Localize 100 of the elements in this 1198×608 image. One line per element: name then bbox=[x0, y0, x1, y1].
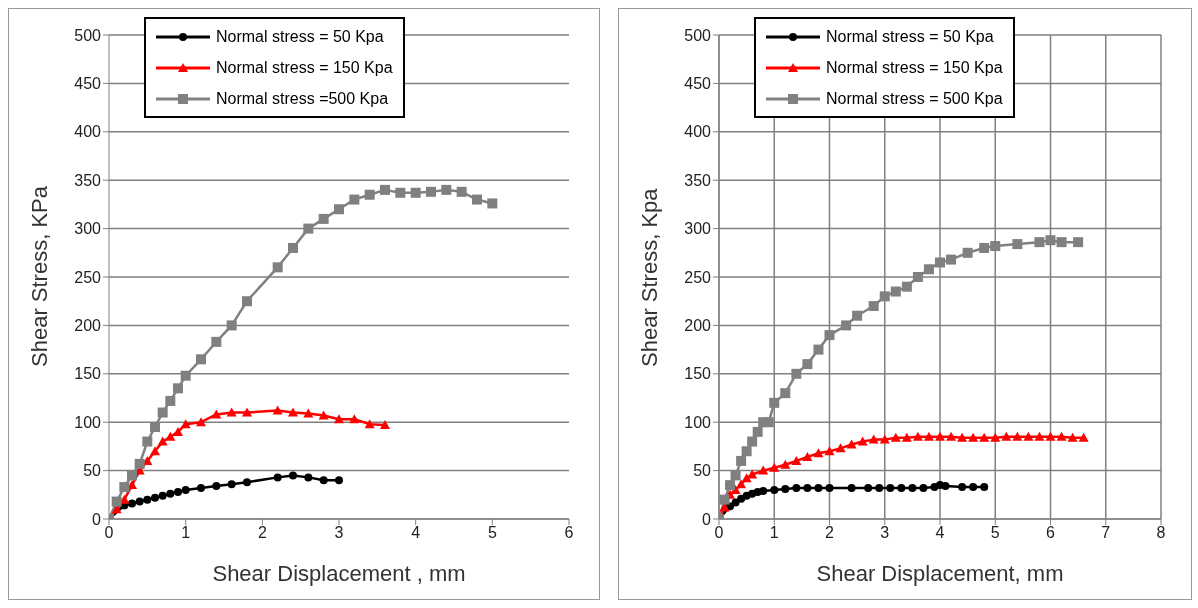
y-tick-label: 150 bbox=[74, 365, 102, 383]
point bbox=[334, 414, 344, 424]
point bbox=[1045, 431, 1056, 441]
point bbox=[969, 483, 978, 492]
point bbox=[769, 462, 780, 472]
point bbox=[901, 281, 912, 292]
point bbox=[143, 495, 152, 504]
point bbox=[730, 484, 741, 494]
point bbox=[886, 484, 895, 493]
point bbox=[919, 484, 928, 493]
point bbox=[879, 291, 890, 302]
y-tick-label: 0 bbox=[702, 510, 712, 528]
x-tick-label: 1 bbox=[181, 524, 191, 542]
point bbox=[792, 484, 801, 493]
x-tick-label: 2 bbox=[825, 524, 835, 542]
point bbox=[813, 344, 824, 355]
point bbox=[242, 296, 252, 307]
point bbox=[802, 452, 813, 462]
point bbox=[395, 187, 406, 198]
point bbox=[1067, 432, 1078, 442]
point bbox=[847, 484, 856, 493]
point bbox=[134, 458, 145, 469]
point bbox=[226, 320, 237, 331]
y-tick-label: 50 bbox=[693, 462, 712, 480]
point bbox=[769, 397, 780, 408]
point bbox=[813, 448, 824, 458]
point bbox=[770, 485, 779, 494]
point bbox=[158, 491, 167, 500]
point bbox=[426, 186, 436, 197]
point bbox=[890, 286, 901, 297]
y-tick-label: 250 bbox=[74, 268, 102, 286]
point bbox=[128, 499, 136, 508]
y-tick-label: 0 bbox=[92, 510, 102, 528]
point bbox=[824, 330, 835, 341]
point bbox=[364, 189, 375, 200]
x-tick-label: 5 bbox=[487, 524, 497, 542]
x-axis-title: Shear Displacement , mm bbox=[212, 561, 466, 586]
point bbox=[318, 410, 329, 420]
point bbox=[272, 405, 283, 415]
point bbox=[868, 434, 879, 444]
y-tick-label: 400 bbox=[684, 123, 712, 141]
point bbox=[835, 443, 846, 453]
point bbox=[791, 368, 802, 379]
legend-label: Normal stress = 150 Kpa bbox=[826, 58, 1003, 77]
y-tick-label: 500 bbox=[74, 26, 102, 44]
point bbox=[923, 431, 934, 441]
point bbox=[957, 432, 968, 442]
point bbox=[349, 194, 360, 205]
point bbox=[119, 482, 130, 493]
point bbox=[142, 436, 153, 447]
legend-label: Normal stress = 50 Kpa bbox=[826, 27, 994, 46]
x-tick-label: 1 bbox=[769, 524, 779, 542]
y-tick-label: 450 bbox=[684, 75, 712, 93]
x-tick-label: 4 bbox=[411, 524, 421, 542]
x-tick-label: 6 bbox=[1046, 524, 1056, 542]
point bbox=[897, 484, 906, 493]
point bbox=[441, 184, 452, 195]
legend-label: Normal stress = 150 Kpa bbox=[216, 58, 393, 77]
point bbox=[763, 417, 774, 428]
point bbox=[165, 431, 176, 441]
point bbox=[868, 301, 879, 312]
y-tick-label: 150 bbox=[684, 365, 712, 383]
point bbox=[791, 455, 802, 465]
y-tick-label: 500 bbox=[684, 26, 712, 44]
x-tick-label: 7 bbox=[1101, 524, 1111, 542]
point bbox=[759, 486, 768, 495]
point bbox=[212, 482, 221, 491]
y-tick-label: 450 bbox=[74, 75, 102, 93]
point bbox=[946, 254, 957, 265]
point bbox=[935, 257, 945, 268]
point bbox=[227, 480, 236, 489]
point bbox=[273, 473, 282, 482]
point bbox=[802, 359, 813, 370]
y-axis-title: Shear Stress, Kpa bbox=[636, 187, 662, 367]
point bbox=[1056, 431, 1067, 441]
y-tick-label: 200 bbox=[684, 317, 712, 335]
x-axis-title: Shear Displacement, mm bbox=[816, 561, 1064, 586]
x-tick-label: 5 bbox=[990, 524, 1000, 542]
x-tick-label: 3 bbox=[880, 524, 890, 542]
point bbox=[319, 476, 328, 485]
point bbox=[472, 194, 482, 205]
point bbox=[456, 186, 467, 197]
point bbox=[901, 432, 912, 442]
point bbox=[968, 432, 979, 442]
point bbox=[180, 419, 191, 429]
point bbox=[1012, 239, 1023, 250]
point bbox=[890, 432, 901, 442]
point bbox=[980, 483, 989, 492]
point bbox=[226, 407, 237, 417]
point bbox=[335, 476, 343, 485]
point bbox=[150, 422, 160, 433]
point bbox=[1012, 431, 1023, 441]
legend-label: Normal stress = 50 Kpa bbox=[216, 27, 384, 46]
x-tick-label: 4 bbox=[935, 524, 945, 542]
point bbox=[737, 494, 746, 503]
point bbox=[814, 484, 823, 493]
point bbox=[243, 478, 251, 487]
point bbox=[990, 432, 1001, 442]
point bbox=[173, 383, 183, 394]
point bbox=[211, 336, 222, 347]
